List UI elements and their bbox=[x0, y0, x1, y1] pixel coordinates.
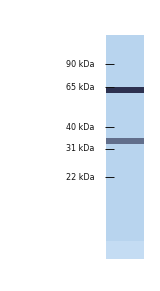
Text: 31 kDa: 31 kDa bbox=[66, 144, 94, 153]
Bar bbox=[106, 139, 144, 144]
Text: 40 kDa: 40 kDa bbox=[66, 123, 94, 132]
Text: 22 kDa: 22 kDa bbox=[66, 173, 94, 182]
Text: 90 kDa: 90 kDa bbox=[66, 60, 94, 69]
Bar bbox=[106, 35, 144, 259]
Bar bbox=[106, 241, 144, 259]
Bar bbox=[106, 87, 144, 93]
Text: 65 kDa: 65 kDa bbox=[66, 83, 94, 92]
